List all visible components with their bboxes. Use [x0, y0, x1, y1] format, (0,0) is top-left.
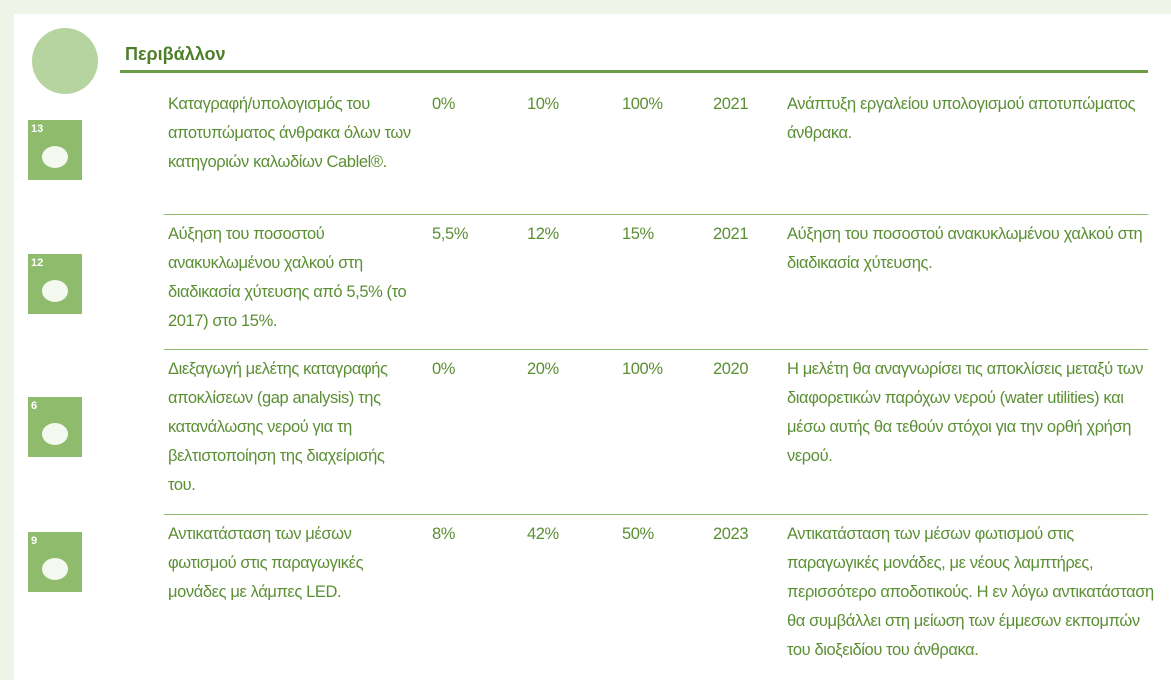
cell: 0%: [432, 360, 456, 378]
row-separator: [164, 349, 1148, 350]
cell: 15%: [622, 225, 654, 243]
cell: 100%: [622, 95, 663, 113]
cell: 100%: [622, 360, 663, 378]
cell: 2023: [713, 525, 749, 543]
cell: 20%: [527, 360, 559, 378]
section-title: Περιβάλλον: [125, 44, 226, 64]
row-separator: [164, 514, 1148, 515]
comment: Αντικατάσταση των μέσων φωτισμού στις πα…: [787, 525, 1154, 659]
cell: 8%: [432, 525, 456, 543]
cell: 0%: [432, 95, 456, 113]
sdg-symbol: [42, 280, 68, 302]
row-separator: [164, 214, 1148, 215]
cell: 2020: [713, 360, 749, 378]
sdg-symbol: [42, 146, 68, 168]
sdg-icon: 12: [28, 254, 82, 314]
cell: 12%: [527, 225, 559, 243]
sdg-symbol: [42, 423, 68, 445]
sdg-number: 13: [31, 123, 44, 135]
cell: 50%: [622, 525, 654, 543]
cell: 42%: [527, 525, 559, 543]
description: Καταγραφή/υπολογισμός του αποτυπώματος ά…: [168, 95, 411, 171]
comment: Αύξηση του ποσοστού ανακυκλωμένου χαλκού…: [787, 225, 1143, 272]
sdg-icon: 9: [28, 532, 82, 592]
sdg-number: 9: [31, 535, 38, 547]
sdg-number: 12: [31, 257, 44, 269]
sdg-icon: 6: [28, 397, 82, 457]
recycle-icon: [32, 28, 98, 94]
sdg-number: 6: [31, 400, 38, 412]
cell: 2021: [713, 95, 749, 113]
comment: Η μελέτη θα αναγνωρίσει τις αποκλίσεις μ…: [787, 360, 1144, 465]
description: Αύξηση του ποσοστού ανακυκλωμένου χαλκού…: [168, 225, 407, 330]
description: Αντικατάσταση των μέσων φωτισμού στις πα…: [168, 525, 364, 601]
sdg-icon: 13: [28, 120, 82, 180]
cell: 10%: [527, 95, 559, 113]
title-rule: [120, 70, 1148, 73]
description: Διεξαγωγή μελέτης καταγραφής αποκλίσεων …: [168, 360, 388, 494]
content: Περιβάλλον Καταγραφή/υπολογισμός του απο…: [14, 14, 1171, 680]
cell: 5,5%: [432, 225, 469, 243]
comment: Ανάπτυξη εργαλείου υπολογισμού αποτυπώμα…: [787, 95, 1136, 142]
cell: 2021: [713, 225, 749, 243]
sdg-symbol: [42, 558, 68, 580]
